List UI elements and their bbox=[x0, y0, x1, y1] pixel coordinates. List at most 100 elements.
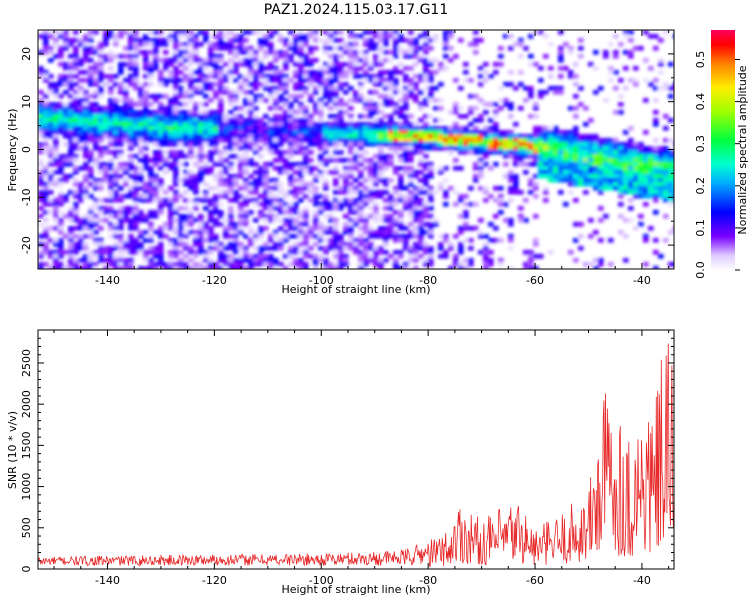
heatmap-cell bbox=[453, 138, 459, 143]
heatmap-cell bbox=[58, 118, 64, 123]
heatmap-cell bbox=[188, 170, 194, 175]
heatmap-cell bbox=[203, 130, 209, 135]
heatmap-cell bbox=[418, 230, 424, 235]
heatmap-cell bbox=[658, 162, 664, 167]
heatmap-cell bbox=[503, 82, 509, 87]
heatmap-cell bbox=[248, 142, 254, 147]
heatmap-cell bbox=[143, 42, 149, 47]
heatmap-cell bbox=[638, 194, 644, 199]
heatmap-cell bbox=[558, 50, 564, 55]
heatmap-cell bbox=[528, 54, 534, 59]
heatmap-cell bbox=[628, 198, 634, 203]
heatmap-cell bbox=[203, 86, 209, 91]
heatmap-cell bbox=[63, 62, 69, 67]
heatmap-cell bbox=[603, 158, 609, 163]
heatmap-cell bbox=[573, 142, 579, 147]
heatmap-cell bbox=[143, 110, 149, 115]
heatmap-cell bbox=[473, 226, 479, 231]
heatmap-cell bbox=[208, 250, 214, 255]
heatmap-cell bbox=[223, 130, 229, 135]
heatmap-cell bbox=[318, 210, 324, 215]
heatmap-cell bbox=[613, 166, 619, 171]
heatmap-cell bbox=[78, 114, 84, 119]
heatmap-cell bbox=[53, 146, 59, 151]
heatmap-cell bbox=[178, 42, 184, 47]
heatmap-cell bbox=[448, 266, 454, 269]
heatmap-cell bbox=[58, 246, 64, 251]
heatmap-cell bbox=[393, 134, 399, 139]
heatmap-cell bbox=[228, 174, 234, 179]
heatmap-cell bbox=[223, 190, 229, 195]
heatmap-cell bbox=[573, 162, 579, 167]
heatmap-cell bbox=[563, 42, 569, 47]
heatmap-cell bbox=[358, 170, 364, 175]
heatmap-cell bbox=[58, 54, 64, 59]
heatmap-cell bbox=[233, 146, 239, 151]
heatmap-cell bbox=[188, 218, 194, 223]
heatmap-cell bbox=[303, 126, 309, 131]
heatmap-cell bbox=[303, 34, 309, 39]
heatmap-cell bbox=[73, 130, 79, 135]
heatmap-cell bbox=[338, 110, 344, 115]
heatmap-cell bbox=[358, 98, 364, 103]
heatmap-cell bbox=[403, 50, 409, 55]
heatmap-cell bbox=[293, 246, 299, 251]
heatmap-cell bbox=[243, 198, 249, 203]
heatmap-cell bbox=[318, 174, 324, 179]
heatmap-cell bbox=[218, 86, 224, 91]
heatmap-cell bbox=[288, 94, 294, 99]
heatmap-cell bbox=[133, 82, 139, 87]
heatmap-cell bbox=[348, 218, 354, 223]
heatmap-cell bbox=[143, 82, 149, 87]
heatmap-cell bbox=[253, 50, 259, 55]
heatmap-cell bbox=[228, 182, 234, 187]
heatmap-cell bbox=[483, 190, 489, 195]
heatmap-cell bbox=[413, 98, 419, 103]
heatmap-cell bbox=[238, 218, 244, 223]
heatmap-cell bbox=[93, 254, 99, 259]
heatmap-cell bbox=[218, 38, 224, 43]
heatmap-cell bbox=[313, 30, 319, 35]
heatmap-cell bbox=[408, 38, 414, 43]
heatmap-cell bbox=[173, 126, 179, 131]
heatmap-cell bbox=[483, 162, 489, 167]
heatmap-cell bbox=[203, 258, 209, 263]
heatmap-cell bbox=[233, 66, 239, 71]
heatmap-cell bbox=[283, 238, 289, 243]
heatmap-cell bbox=[198, 58, 204, 63]
heatmap-cell bbox=[253, 130, 259, 135]
heatmap-cell bbox=[283, 42, 289, 47]
heatmap-cell bbox=[68, 150, 74, 155]
heatmap-cell bbox=[293, 62, 299, 67]
heatmap-cell bbox=[328, 170, 334, 175]
heatmap-cell bbox=[378, 78, 384, 83]
heatmap-cell bbox=[223, 262, 229, 267]
heatmap-cell bbox=[353, 66, 359, 71]
heatmap-cell bbox=[358, 254, 364, 259]
heatmap-cell bbox=[638, 174, 644, 179]
heatmap-cell bbox=[428, 134, 434, 139]
heatmap-cell bbox=[398, 126, 404, 131]
heatmap-cell bbox=[413, 94, 419, 99]
heatmap-cell bbox=[293, 242, 299, 247]
colorbar-gradient bbox=[711, 30, 735, 270]
heatmap-cell bbox=[273, 86, 279, 91]
heatmap-cell bbox=[513, 174, 519, 179]
heatmap-cell bbox=[438, 254, 444, 259]
heatmap-cell bbox=[298, 86, 304, 91]
heatmap-cell bbox=[348, 98, 354, 103]
heatmap-cell bbox=[38, 142, 44, 147]
heatmap-cell bbox=[378, 38, 384, 43]
heatmap-cell bbox=[508, 222, 514, 227]
heatmap-cell bbox=[428, 38, 434, 43]
heatmap-cell bbox=[163, 170, 169, 175]
heatmap-cell bbox=[273, 142, 279, 147]
heatmap-cell bbox=[653, 154, 659, 159]
heatmap-cell bbox=[638, 142, 644, 147]
heatmap-cell bbox=[138, 122, 144, 127]
heatmap-cell bbox=[293, 94, 299, 99]
heatmap-cell bbox=[228, 94, 234, 99]
heatmap-cell bbox=[588, 154, 594, 159]
heatmap-cell bbox=[208, 86, 214, 91]
heatmap-cell bbox=[408, 82, 414, 87]
